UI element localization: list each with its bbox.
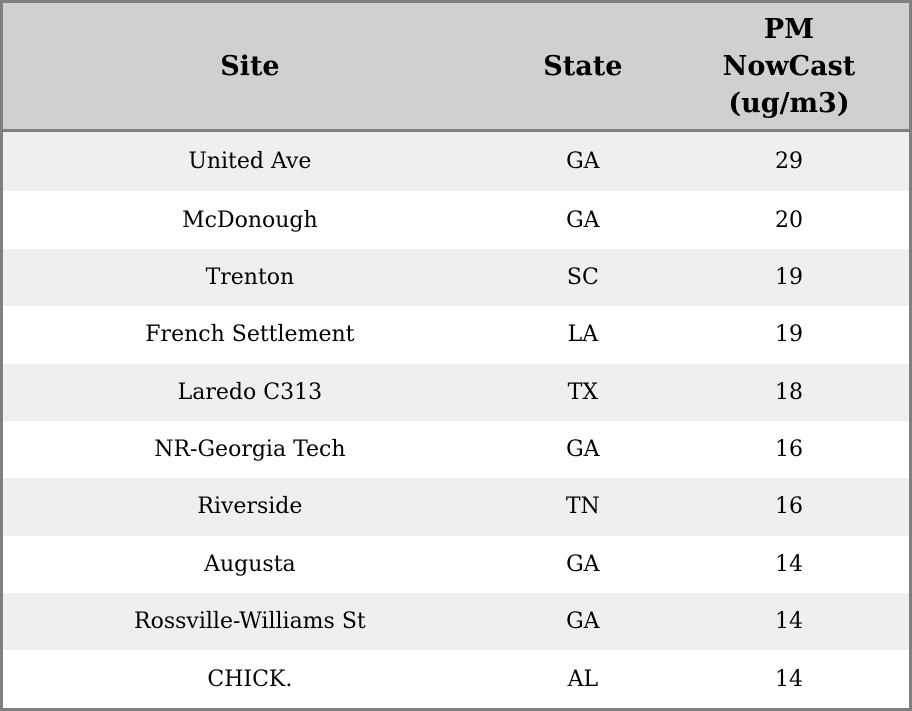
column-header-state-label: State <box>543 50 623 82</box>
state-cell: GA <box>566 149 600 175</box>
site-cell: CHICK. <box>207 666 293 692</box>
pm-nowcast-cell: 14 <box>774 551 803 577</box>
state-cell: GA <box>566 437 600 463</box>
pm-nowcast-cell: 14 <box>774 666 803 692</box>
table-row: NR-Georgia Tech GA 16 <box>3 420 909 479</box>
pm-nowcast-cell: 16 <box>774 437 803 463</box>
pm-nowcast-cell: 14 <box>774 609 803 635</box>
pm-nowcast-cell: 20 <box>774 207 803 233</box>
site-cell: Riverside <box>197 494 303 520</box>
state-cell: GA <box>566 609 600 635</box>
site-cell: NR-Georgia Tech <box>154 437 346 463</box>
column-header-pm-line-2: NowCast <box>722 50 856 82</box>
state-cell: LA <box>567 322 599 348</box>
site-cell: French Settlement <box>145 322 355 348</box>
column-header-pm-line-3: (ug/m3) <box>728 87 850 119</box>
column-header-site: Site <box>3 3 497 132</box>
table-header: Site State PM NowCast (ug/m3) <box>3 3 909 132</box>
site-cell: Rossville-Williams St <box>134 609 366 635</box>
table-row: McDonough GA 20 <box>3 191 909 249</box>
table-row: French Settlement LA 19 <box>3 306 909 364</box>
state-cell: TN <box>565 494 600 520</box>
header-row: Site State PM NowCast (ug/m3) <box>3 3 909 132</box>
site-cell: Trenton <box>205 264 295 290</box>
column-header-pm-line-1: PM <box>763 13 815 45</box>
pm-nowcast-cell: 18 <box>774 379 803 405</box>
state-cell: AL <box>567 666 599 692</box>
pm-nowcast-table: Site State PM NowCast (ug/m3) United Ave… <box>3 3 909 708</box>
table-body: United Ave GA 29 McDonough GA 20 Trenton SC 19 Fr… <box>3 130 909 708</box>
site-cell: McDonough <box>182 207 318 233</box>
table-row: Augusta GA 14 <box>3 535 909 594</box>
state-cell: TX <box>567 379 599 405</box>
pm-nowcast-cell: 19 <box>774 264 803 290</box>
table-row: Riverside TN 16 <box>3 478 909 536</box>
table-row: Laredo C313 TX 18 <box>3 363 909 421</box>
pm-nowcast-cell: 19 <box>774 322 803 348</box>
site-cell: Augusta <box>204 551 296 577</box>
table-row: United Ave GA 29 <box>3 130 909 192</box>
site-cell: Laredo C313 <box>177 379 323 405</box>
state-cell: GA <box>566 551 600 577</box>
column-header-pm-nowcast: PM NowCast (ug/m3) <box>668 3 909 132</box>
table-row: CHICK. AL 14 <box>3 650 909 708</box>
pm-nowcast-cell: 29 <box>774 149 803 175</box>
table-row: Trenton SC 19 <box>3 248 909 307</box>
column-header-site-label: Site <box>220 50 280 82</box>
site-cell: United Ave <box>188 149 312 175</box>
pm-nowcast-cell: 16 <box>774 494 803 520</box>
state-cell: GA <box>566 207 600 233</box>
column-header-state: State <box>496 3 669 132</box>
table-row: Rossville-Williams St GA 14 <box>3 593 909 651</box>
state-cell: SC <box>566 264 599 290</box>
